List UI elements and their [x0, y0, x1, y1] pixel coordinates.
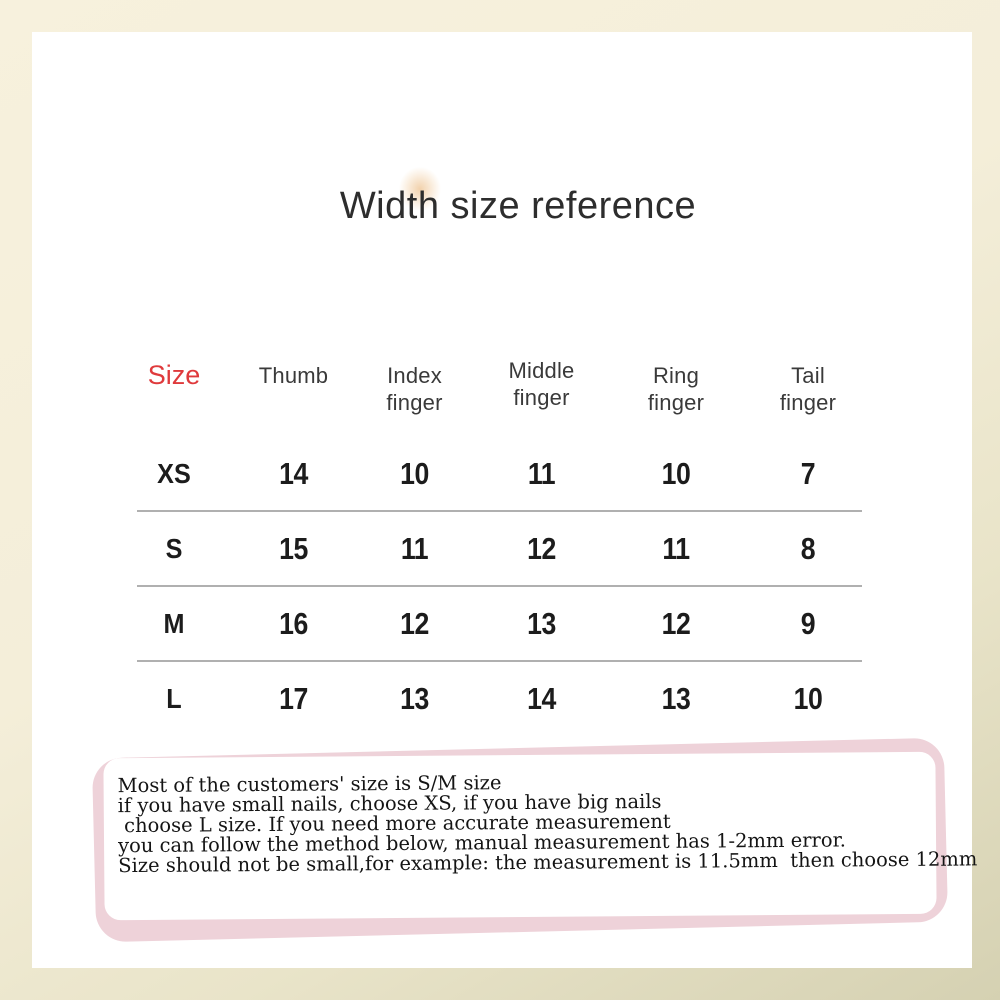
value-index: 11 [400, 530, 429, 566]
note-text-line: Size should not be small,for example: th… [118, 847, 978, 878]
note-card: Most of the customers' size is S/M size … [103, 751, 978, 921]
page-background: Width size reference Size Thumb Index fi… [32, 32, 978, 968]
row-divider [137, 510, 862, 512]
value-index: 10 [400, 455, 429, 491]
value-thumb: 14 [279, 455, 308, 491]
table-row-s: S 15 11 12 11 8 [115, 512, 872, 585]
size-label: M [163, 607, 185, 639]
value-middle: 11 [527, 455, 556, 491]
row-divider [137, 585, 862, 587]
value-middle: 13 [527, 605, 556, 641]
value-ring: 12 [661, 605, 691, 641]
value-tail: 10 [793, 680, 823, 716]
column-header-middle-finger: Middle finger [508, 358, 575, 410]
value-middle: 12 [527, 530, 556, 566]
value-index: 12 [400, 605, 429, 641]
value-thumb: 16 [279, 605, 308, 641]
column-header-thumb: Thumb [258, 363, 329, 388]
column-header-index-finger: Index finger [386, 363, 443, 415]
page-title: Width size reference [339, 185, 697, 227]
value-thumb: 17 [279, 680, 308, 716]
size-label: L [166, 682, 182, 714]
value-thumb: 15 [279, 530, 308, 566]
watermark-smudge-icon [390, 135, 450, 210]
size-label: XS [157, 457, 191, 489]
value-tail: 7 [800, 455, 816, 491]
size-label: S [165, 532, 183, 564]
size-reference-table: Size Thumb Index finger Middle finger Ri… [115, 357, 872, 735]
table-row-m: M 16 12 13 12 9 [115, 587, 872, 660]
table-header-row: Size Thumb Index finger Middle finger Ri… [115, 357, 872, 437]
column-header-ring-finger: Ring finger [647, 363, 705, 415]
value-tail: 8 [800, 530, 816, 566]
value-index: 13 [400, 680, 429, 716]
table-row-l: L 17 13 14 13 10 [115, 662, 872, 735]
value-tail: 9 [800, 605, 816, 641]
column-header-size: Size [147, 360, 201, 390]
value-middle: 14 [527, 680, 556, 716]
table-row-xs: XS 14 10 11 10 7 [115, 437, 872, 510]
value-ring: 10 [661, 455, 691, 491]
column-header-tail-finger: Tail finger [779, 363, 837, 415]
row-divider [137, 660, 862, 662]
value-ring: 13 [661, 680, 691, 716]
value-ring: 11 [662, 530, 690, 566]
